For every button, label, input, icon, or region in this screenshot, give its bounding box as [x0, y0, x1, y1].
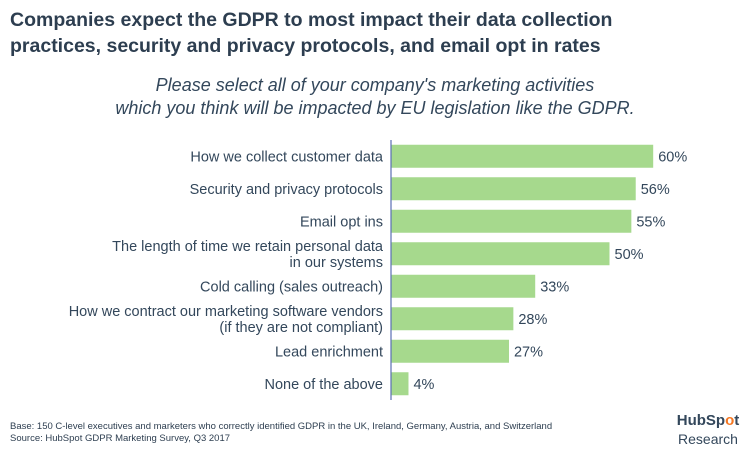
footnote: Base: 150 C-level executives and markete…	[10, 421, 660, 444]
category-label-5-line-0: How we contract our marketing software v…	[69, 304, 383, 320]
bar-6	[391, 339, 509, 363]
category-label-3-line-1: in our systems	[290, 255, 383, 271]
footnote-base: Base: 150 C-level executives and markete…	[10, 421, 553, 432]
category-label-5-line-1: (if they are not compliant)	[219, 320, 383, 336]
category-label-6: Lead enrichment	[275, 344, 383, 360]
sprocket-icon: o	[725, 412, 735, 429]
chart-subtitle-line-2: which you think will be impacted by EU l…	[115, 98, 635, 118]
bar-2	[391, 209, 632, 233]
bar-3	[391, 242, 610, 266]
bar-0	[391, 144, 654, 168]
value-label-4: 33%	[540, 279, 569, 295]
bar-7	[391, 372, 409, 396]
logo-name-part-c: t	[734, 412, 740, 429]
category-label-1: Security and privacy protocols	[190, 182, 383, 198]
category-label-3-line-0: The length of time we retain personal da…	[112, 239, 384, 255]
value-label-1: 56%	[641, 182, 670, 198]
logo-subtitle: Research	[678, 431, 738, 447]
bar-1	[391, 177, 636, 201]
value-label-0: 60%	[658, 149, 687, 165]
chart-title-line-1: Companies expect the GDPR to most impact…	[10, 9, 613, 31]
category-label-2: Email opt ins	[300, 214, 383, 230]
chart-subtitle: Please select all of your company's mark…	[0, 74, 750, 120]
hubspot-research-logo: HubSpot Research	[672, 413, 744, 448]
bar-4	[391, 274, 536, 298]
category-label-0: How we collect customer data	[190, 149, 384, 165]
logo-name-part-a: HubSp	[676, 412, 726, 429]
value-label-2: 55%	[636, 214, 665, 230]
bar-5	[391, 307, 514, 331]
value-label-5: 28%	[518, 312, 547, 328]
value-label-7: 4%	[413, 377, 434, 393]
value-label-6: 27%	[514, 344, 543, 360]
chart-title-line-2: practices, security and privacy protocol…	[10, 35, 601, 57]
chart-subtitle-line-1: Please select all of your company's mark…	[155, 75, 595, 95]
category-label-4: Cold calling (sales outreach)	[200, 279, 383, 295]
category-label-7: None of the above	[264, 377, 383, 393]
logo-name: HubSpot	[672, 413, 744, 429]
value-label-3: 50%	[615, 247, 644, 263]
footnote-source: Source: HubSpot GDPR Marketing Survey, Q…	[10, 432, 231, 444]
chart-title: Companies expect the GDPR to most impact…	[10, 7, 740, 59]
